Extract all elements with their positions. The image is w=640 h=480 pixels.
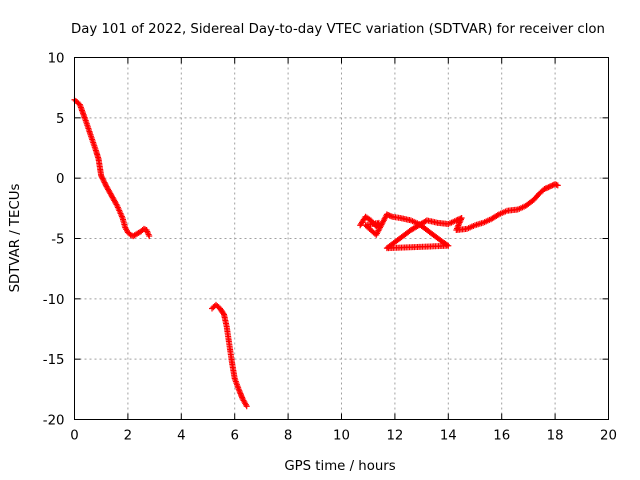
data-point <box>544 184 551 191</box>
data-point <box>385 211 392 218</box>
data-point <box>542 185 549 192</box>
x-axis-label: GPS time / hours <box>284 459 395 474</box>
data-point <box>386 212 393 219</box>
data-point <box>453 217 460 224</box>
x-tick-label: 6 <box>230 429 238 444</box>
y-tick-label: 5 <box>56 112 64 127</box>
y-tick-label: -20 <box>43 414 65 429</box>
x-tick-label: 18 <box>547 429 564 444</box>
data-point <box>552 181 559 188</box>
y-tick-label: 10 <box>48 52 65 67</box>
chart-title: Day 101 of 2022, Sidereal Day-to-day VTE… <box>71 22 605 37</box>
y-tick-label: -5 <box>51 233 64 248</box>
data-points <box>71 96 561 410</box>
data-series-segment-1 <box>71 96 153 240</box>
data-point <box>243 403 250 410</box>
x-tick-label: 10 <box>333 429 350 444</box>
data-point <box>541 186 548 193</box>
data-series-segment-2 <box>209 301 250 410</box>
data-point <box>101 179 108 186</box>
tick-labels: 0 2 4 6 8 10 12 14 16 18 20 -20 -15 -10 -5 0 5 10 <box>43 52 617 444</box>
data-point <box>383 211 390 218</box>
data-series-segment-3 <box>357 181 561 252</box>
x-tick-label: 14 <box>440 429 457 444</box>
x-tick-label: 20 <box>600 429 617 444</box>
x-tick-label: 8 <box>284 429 292 444</box>
data-point <box>100 178 107 185</box>
data-point <box>549 182 556 189</box>
data-point <box>220 310 227 317</box>
data-point <box>146 233 153 240</box>
data-point <box>98 172 105 179</box>
x-tick-label: 12 <box>386 429 403 444</box>
data-point <box>98 174 105 181</box>
grid-lines <box>74 57 609 420</box>
y-tick-label: -15 <box>43 353 65 368</box>
data-point <box>546 183 553 190</box>
plot-frame <box>74 57 609 420</box>
data-point <box>553 181 560 188</box>
data-point <box>100 176 107 183</box>
y-tick-label: -10 <box>43 293 65 308</box>
data-point <box>102 180 109 187</box>
y-tick-label: 0 <box>56 172 64 187</box>
data-point <box>545 184 552 191</box>
x-tick-label: 4 <box>177 429 185 444</box>
data-point <box>140 225 147 232</box>
x-tick-label: 2 <box>124 429 132 444</box>
x-tick-label: 16 <box>493 429 510 444</box>
data-point <box>554 182 561 189</box>
data-point <box>548 183 555 190</box>
data-point <box>99 175 106 182</box>
data-point <box>387 213 394 220</box>
x-tick-label: 0 <box>70 429 78 444</box>
y-axis-label: SDTVAR / TECUs <box>8 184 23 293</box>
